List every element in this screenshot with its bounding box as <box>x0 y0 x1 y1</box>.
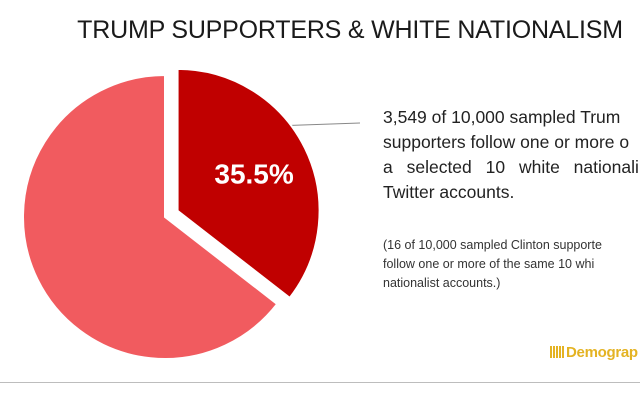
annotation-note: (16 of 10,000 sampled Clinton supporte f… <box>383 236 640 293</box>
annotation-line: supporters follow one or more o <box>383 132 630 152</box>
note-line: nationalist accounts.) <box>383 276 501 290</box>
leader-line <box>291 122 361 126</box>
brand-name: Demograp <box>566 344 638 361</box>
note-line: follow one or more of the same 10 whi <box>383 257 595 271</box>
pie-slice-remainder <box>22 73 279 360</box>
pie-slice-35-5 <box>176 67 321 300</box>
brand-logo: Demograp <box>550 344 638 361</box>
slice-data-label: 35.5% <box>214 158 293 189</box>
annotation-main: 3,549 of 10,000 sampled Trum supporters … <box>383 105 640 205</box>
chart-title: TRUMP SUPPORTERS & WHITE NATIONALISM <box>77 16 623 44</box>
annotation-line: a selected 10 white nationali <box>383 157 639 177</box>
annotation-line: Twitter accounts. <box>383 182 515 202</box>
footer-divider <box>0 382 640 383</box>
annotation-line: 3,549 of 10,000 sampled Trum <box>383 107 621 127</box>
note-line: (16 of 10,000 sampled Clinton supporte <box>383 238 602 252</box>
brand-bars-icon <box>550 346 564 358</box>
